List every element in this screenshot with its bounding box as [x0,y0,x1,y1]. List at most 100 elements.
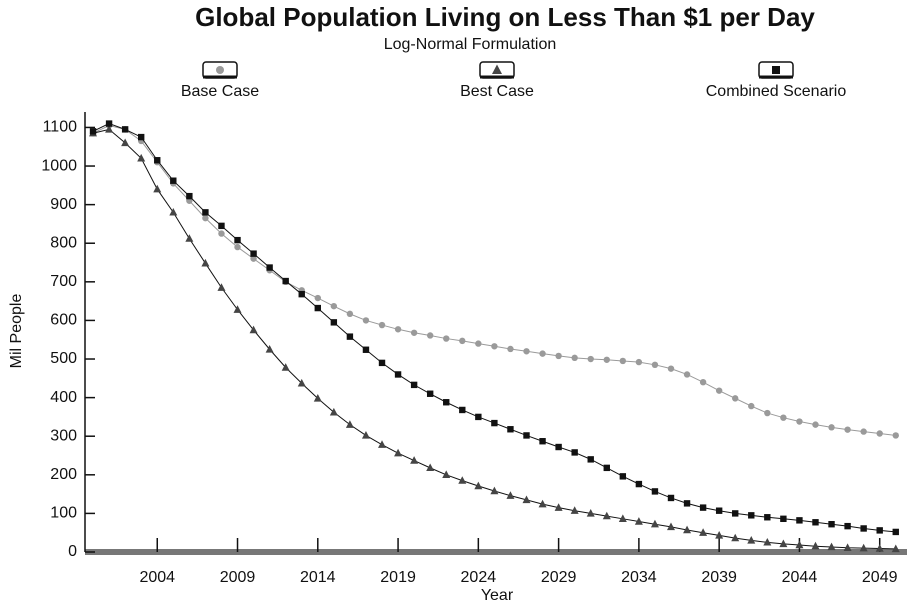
point [297,378,306,387]
point [105,124,114,133]
point [281,363,290,371]
point [650,519,659,528]
point [876,430,883,437]
y-tick-label: 100 [50,505,77,522]
point [732,510,739,517]
point [218,222,225,230]
point [748,512,755,519]
point [378,321,386,329]
point [507,426,514,433]
x-tick-label: 2049 [862,569,898,586]
legend-marker [492,64,502,74]
point [779,539,788,548]
point [635,358,643,366]
point [603,356,610,363]
point [137,133,145,141]
point [875,544,884,552]
point [603,464,610,472]
point [410,329,418,336]
point [811,541,820,550]
point [667,494,675,502]
point [892,528,899,536]
point [186,192,193,200]
point [523,348,530,355]
x-tick-label: 2044 [782,569,818,586]
point [507,345,514,353]
point [394,448,403,457]
point [154,157,161,164]
point [619,357,627,365]
point [699,378,707,386]
point [764,409,771,417]
point [715,387,723,394]
point [587,355,594,363]
point [860,428,867,435]
point [731,533,740,542]
point [410,456,419,464]
point [202,209,209,216]
point [795,540,804,549]
point [715,507,723,514]
point [282,277,289,285]
point [153,184,162,193]
point [683,525,692,534]
legend-label: Base Case [181,83,259,100]
point [249,325,258,334]
point [362,346,370,353]
point [459,406,466,414]
point [539,350,546,357]
series-line [92,128,896,550]
point [185,234,194,242]
y-tick-label: 400 [50,389,77,406]
point [234,236,241,244]
point [217,283,226,291]
point [298,290,305,298]
point [764,514,771,521]
point [201,258,210,267]
point [459,337,466,345]
y-tick-label: 500 [50,350,77,367]
x-tick-label: 2034 [621,569,657,586]
point [619,473,627,480]
point [234,243,241,251]
point [651,361,659,369]
x-tick-label: 2009 [220,569,256,586]
point [378,359,386,367]
point [443,335,450,342]
point [522,495,531,504]
point [313,393,322,402]
y-tick-label: 1100 [43,119,78,136]
y-tick-label: 600 [50,312,77,329]
legend-marker [772,66,780,74]
point [586,509,595,517]
point [491,343,498,350]
point [170,177,177,184]
point [426,332,434,339]
point [860,525,867,532]
point [602,511,611,520]
point [891,544,900,553]
point [506,491,515,499]
point [250,250,257,257]
point [587,456,594,463]
point [121,126,129,133]
chart-subtitle: Log-Normal Formulation [384,36,557,53]
point [442,470,451,479]
point [828,521,835,528]
x-axis-label: Year [481,587,514,604]
y-tick-label: 800 [50,234,77,251]
point [523,432,530,439]
point [683,371,691,378]
x-tick-label: 2004 [139,569,175,586]
point [265,344,274,353]
point [763,537,772,546]
point [666,522,675,531]
point [844,426,851,433]
point [892,432,899,439]
x-axis-bar [85,549,907,555]
x-tick-label: 2029 [541,569,577,586]
point [266,264,273,271]
y-axis-label: Mil People [8,294,25,369]
point [859,543,868,552]
point [345,420,354,428]
